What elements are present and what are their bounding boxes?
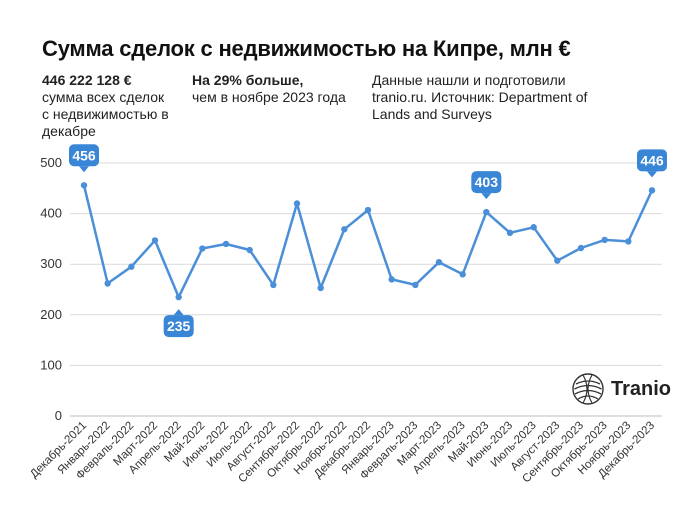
- data-point: [104, 280, 111, 287]
- callout-pointer: [647, 171, 657, 178]
- data-point: [459, 271, 466, 278]
- y-tick-label: 400: [40, 206, 62, 221]
- brand-name: Tranio: [611, 377, 672, 400]
- data-point: [246, 246, 253, 254]
- y-tick-label: 300: [40, 256, 62, 271]
- data-point: [80, 182, 88, 189]
- value-callout: 235: [163, 309, 194, 338]
- data-point: [435, 258, 443, 266]
- data-point: [388, 276, 395, 283]
- data-point: [199, 245, 206, 252]
- callout-box: [637, 149, 667, 172]
- data-point: [554, 257, 561, 264]
- data-point: [530, 224, 537, 231]
- y-tick-label: 100: [40, 357, 62, 372]
- data-point: [293, 200, 301, 207]
- callout-pointer: [173, 309, 184, 316]
- data-point: [601, 236, 608, 244]
- value-callout: 446: [637, 149, 667, 178]
- data-point: [222, 240, 230, 248]
- change-info: На 29% больше, чем в ноябре 2023 года: [192, 72, 362, 106]
- y-tick-label: 500: [40, 155, 62, 170]
- data-point: [151, 237, 159, 244]
- callout-label: 403: [475, 174, 499, 190]
- value-callout: 403: [471, 171, 502, 200]
- brand-logo: Tranio: [571, 372, 671, 406]
- data-point: [412, 281, 419, 289]
- data-point: [364, 206, 372, 214]
- value-callout: 456: [69, 144, 99, 173]
- callout-pointer: [79, 166, 89, 173]
- total-value: 446 222 128 €: [42, 72, 132, 88]
- data-point: [483, 208, 490, 216]
- chart-title: Сумма сделок с недвижимостью на Кипре, м…: [42, 36, 571, 61]
- y-tick-label: 200: [40, 307, 62, 322]
- callout-pointer: [481, 193, 492, 200]
- callout-box: [471, 171, 502, 194]
- data-point: [648, 187, 656, 194]
- data-point: [317, 284, 324, 292]
- series-line: [82, 185, 654, 299]
- y-tick-label: 0: [55, 408, 62, 423]
- data-point: [506, 229, 514, 237]
- callout-box: [69, 144, 99, 167]
- source-info: Данные нашли и подготовили tranio.ru. Ис…: [372, 72, 612, 123]
- callout-label: 456: [72, 147, 96, 163]
- change-value: На 29% больше,: [192, 72, 304, 88]
- source-text: Данные нашли и подготовили tranio.ru. Ис…: [372, 72, 588, 122]
- data-point: [270, 281, 277, 289]
- total-info: 446 222 128 € сумма всех сделок с недвиж…: [42, 72, 172, 140]
- data-point: [341, 226, 348, 233]
- total-description: сумма всех сделок с недвижимостью в дека…: [42, 89, 169, 139]
- data-point: [175, 293, 182, 301]
- data-point: [128, 263, 135, 270]
- callout-box: [163, 315, 194, 338]
- data-point: [625, 238, 632, 245]
- callout-label: 446: [640, 152, 664, 168]
- callout-label: 235: [167, 318, 191, 334]
- tranio-logo-icon: [572, 373, 604, 405]
- data-point: [577, 244, 585, 252]
- change-description: чем в ноябре 2023 года: [192, 89, 346, 105]
